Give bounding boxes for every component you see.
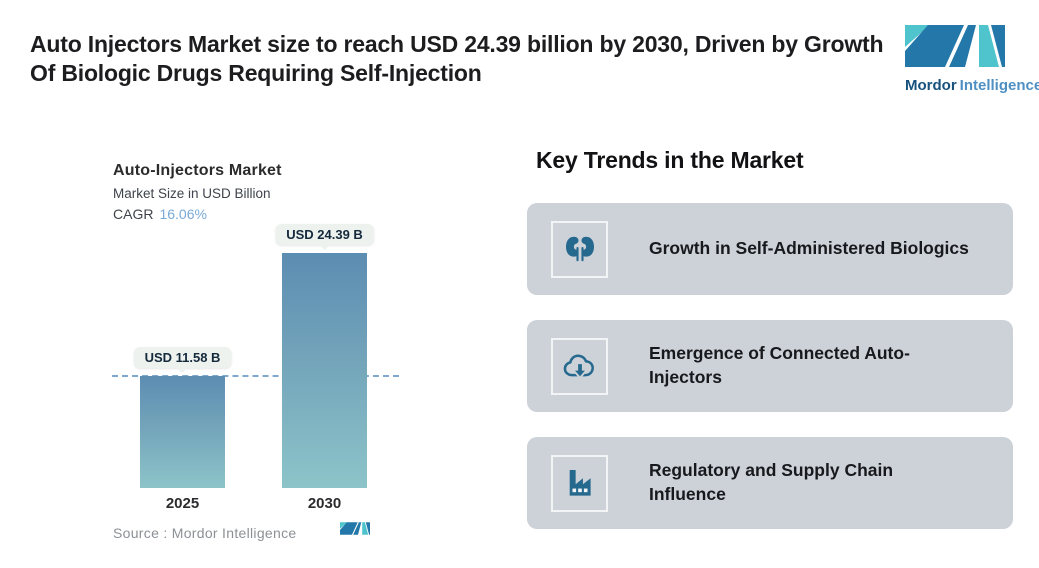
trend-icon-box — [551, 454, 608, 512]
bar-2025 — [140, 376, 225, 488]
reference-dashed-line — [112, 375, 399, 378]
trend-icon-box — [551, 220, 608, 278]
source-logomark-icon — [340, 522, 370, 535]
trends-heading: Key Trends in the Market — [536, 147, 804, 173]
bar-chart-plot: USD 11.58 B 2025 USD 24.39 B 2030 — [112, 224, 404, 512]
trend-cards: Growth in Self-Administered Biologics Em… — [527, 203, 1013, 554]
chart-header: Auto-Injectors Market Market Size in USD… — [113, 162, 282, 222]
brand-name-primary: Mordor — [905, 77, 957, 94]
factory-icon — [569, 469, 591, 496]
trend-card-label: Regulatory and Supply Chain Influence — [649, 460, 894, 504]
trend-card-regulatory-supply-chain: Regulatory and Supply Chain Influence — [527, 437, 1013, 529]
x-axis-label-2030: 2030 — [307, 495, 342, 512]
bar-group-2030: USD 24.39 B 2030 — [275, 224, 374, 512]
trend-card-connected-auto-injectors: Emergence of Connected Auto-Injectors — [527, 320, 1013, 412]
trend-card-self-administered-biologics: Growth in Self-Administered Biologics — [527, 203, 1013, 295]
brand-name: Mordor Intelligence — [905, 77, 1039, 94]
brand-logo: Mordor Intelligence — [905, 25, 1039, 94]
bar-2030 — [282, 253, 367, 488]
kidneys-icon — [565, 236, 594, 262]
x-axis-label-2025: 2025 — [165, 495, 200, 512]
trend-icon-box — [551, 337, 608, 395]
page-title: Auto Injectors Market size to reach USD … — [30, 31, 884, 86]
chart-title: Auto-Injectors Market — [113, 162, 282, 179]
trend-card-label: Growth in Self-Administered Biologics — [649, 238, 969, 259]
chart-subtitle: Market Size in USD Billion — [113, 186, 271, 201]
cloud-download-icon — [563, 354, 594, 380]
trend-card-label: Emergence of Connected Auto-Injectors — [649, 343, 910, 387]
source-text: Source : Mordor Intelligence — [113, 525, 297, 541]
value-callout-2030: USD 24.39 B — [275, 224, 374, 245]
brand-name-secondary: Intelligence — [959, 77, 1039, 94]
cagr-label: CAGR — [113, 206, 154, 222]
mordor-intelligence-logomark-icon — [905, 25, 1005, 67]
cagr-row: CAGR 16.06% — [113, 206, 282, 222]
cagr-value: 16.06% — [159, 206, 207, 222]
value-callout-2025: USD 11.58 B — [133, 347, 232, 369]
bar-group-2025: USD 11.58 B 2025 — [133, 230, 232, 512]
